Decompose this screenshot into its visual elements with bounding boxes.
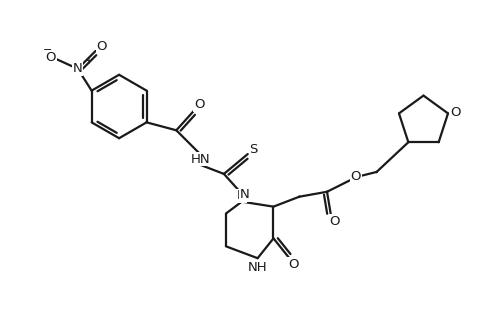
Text: N: N <box>237 189 247 202</box>
Text: +: + <box>84 56 92 66</box>
Text: O: O <box>288 258 298 271</box>
Text: HN: HN <box>190 153 210 166</box>
Text: O: O <box>46 51 56 64</box>
Text: NH: NH <box>248 261 267 274</box>
Text: −: − <box>43 45 52 55</box>
Text: N: N <box>73 62 83 75</box>
Text: N: N <box>240 188 249 201</box>
Text: O: O <box>350 170 361 183</box>
Text: S: S <box>249 143 258 155</box>
Text: O: O <box>194 98 204 111</box>
Text: O: O <box>450 106 461 119</box>
Text: O: O <box>330 215 340 228</box>
Text: O: O <box>97 39 107 52</box>
